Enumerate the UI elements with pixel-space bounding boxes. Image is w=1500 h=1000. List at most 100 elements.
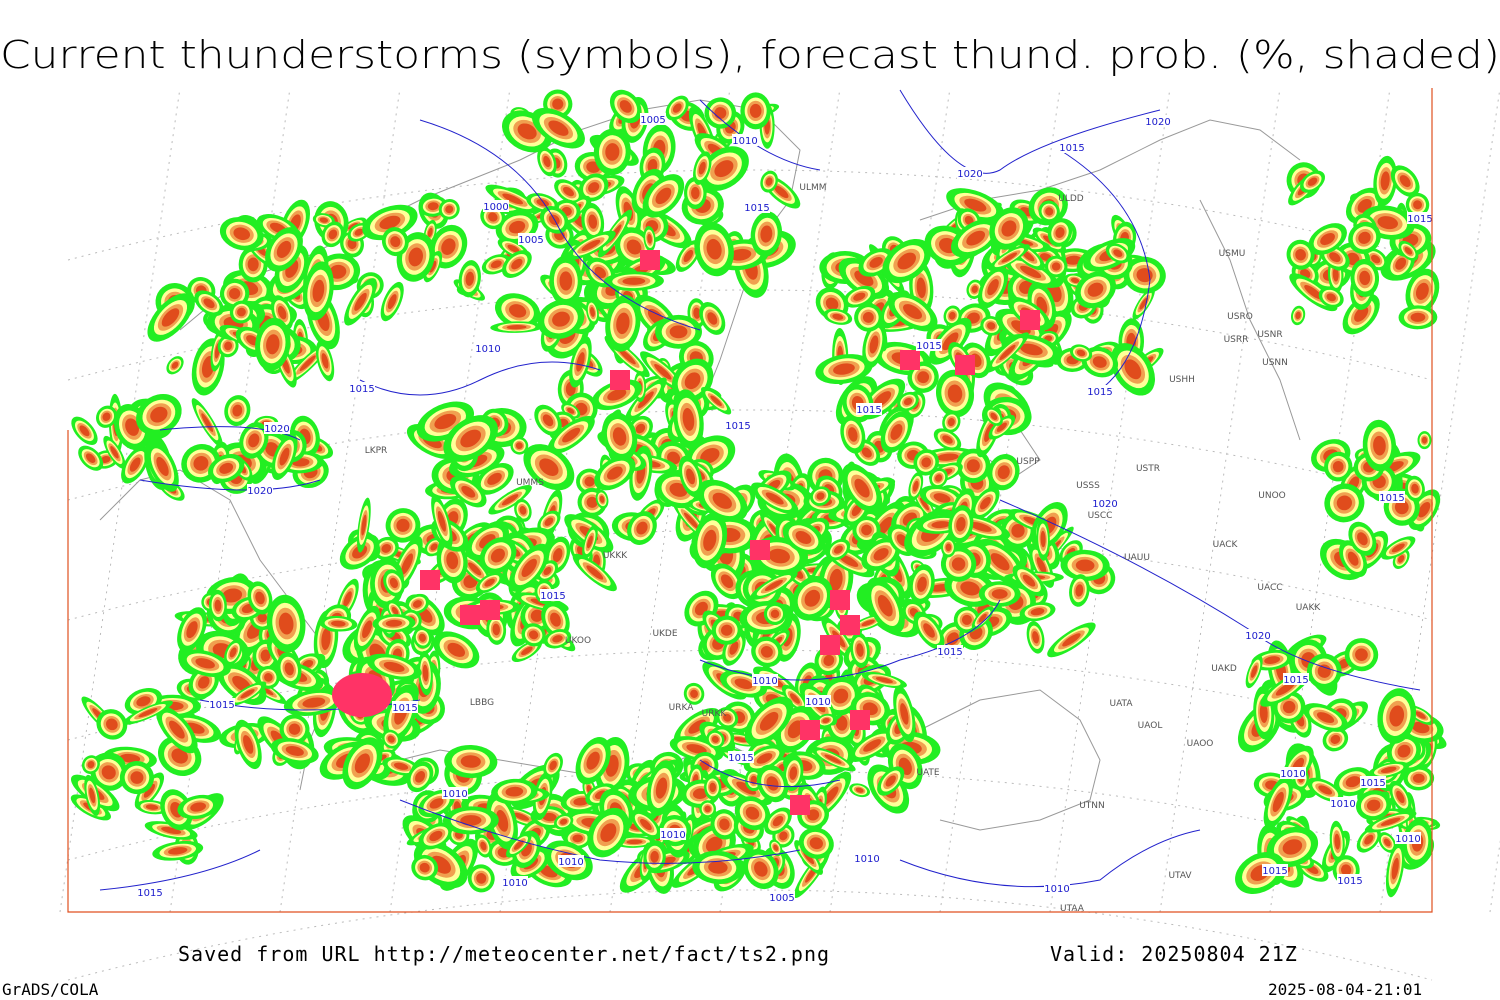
probability-patch: [401, 553, 413, 575]
probability-patch: [343, 591, 352, 607]
probability-patch: [229, 287, 241, 300]
station-label: USNR: [1257, 330, 1282, 340]
probability-patch: [460, 429, 482, 448]
probability-patch: [521, 646, 533, 656]
isobar-label: 1015: [1407, 214, 1432, 225]
probability-patch: [588, 214, 598, 229]
probability-patch: [691, 186, 700, 200]
probability-patch: [389, 577, 398, 589]
probability-patch: [552, 98, 564, 110]
storm-symbol: [1020, 310, 1040, 330]
probability-patch: [285, 746, 304, 756]
probability-patch: [618, 348, 636, 365]
isobar-label: 1015: [540, 591, 565, 602]
isobar-label: 1010: [732, 136, 757, 147]
probability-patch: [529, 630, 539, 640]
meridian: [939, 87, 1061, 913]
probability-patch: [387, 294, 397, 310]
meridian: [279, 87, 401, 913]
probability-patch: [197, 676, 210, 689]
probability-patch: [612, 427, 627, 446]
probability-patch: [607, 466, 623, 480]
isobar-label: 1015: [1337, 876, 1362, 887]
station-label: UMMS: [516, 478, 544, 488]
probability-patch: [511, 258, 523, 270]
station-label: UACC: [1257, 583, 1282, 593]
storm-symbol: [800, 720, 820, 740]
station-label: USPP: [1016, 457, 1040, 467]
station-label: UACK: [1213, 540, 1239, 550]
station-label: LBBG: [470, 698, 494, 708]
probability-patch: [669, 325, 688, 339]
coastline: [859, 689, 1101, 831]
probability-patch: [319, 217, 329, 223]
isobar-label: 1020: [247, 486, 272, 497]
isobar-label: 1010: [1395, 834, 1420, 845]
probability-patch: [536, 199, 549, 207]
probability-patch: [203, 298, 215, 309]
probability-patch: [354, 292, 367, 311]
probability-patch: [447, 642, 466, 657]
probability-patch: [278, 612, 294, 635]
probability-patch: [667, 451, 681, 465]
probability-patch: [599, 495, 605, 503]
probability-patch: [408, 247, 423, 267]
station-label: USCC: [1088, 511, 1113, 521]
probability-patch: [195, 658, 215, 669]
probability-patch: [581, 239, 601, 251]
station-label: UKDE: [652, 629, 677, 639]
probability-patch: [266, 334, 280, 355]
probability-patch: [224, 341, 233, 351]
storm-symbol: [610, 370, 630, 390]
station-label: USMU: [1219, 249, 1246, 259]
meridian: [1159, 87, 1281, 913]
probability-patch: [543, 155, 551, 168]
storm-symbol: [820, 635, 840, 655]
map-title: Current thunderstorms (symbols), forecas…: [0, 33, 1500, 77]
probability-patch: [991, 589, 1008, 599]
station-label: UNOO: [1258, 491, 1286, 501]
isobar-label: 1015: [856, 405, 881, 416]
isobar-label: 1010: [660, 830, 685, 841]
probability-patch: [548, 120, 569, 136]
probability-patch: [700, 447, 720, 464]
probability-patch: [502, 193, 524, 205]
isobar-label: 1010: [1044, 884, 1069, 895]
probability-patch: [672, 103, 682, 113]
probability-patch: [712, 492, 732, 509]
probability-patch: [362, 620, 373, 639]
probability-patch: [626, 239, 642, 255]
probability-patch: [552, 548, 563, 563]
probability-patch: [412, 600, 422, 608]
probability-patch: [229, 647, 237, 658]
isobar-label: 1020: [1092, 499, 1117, 510]
isobar-label: 1015: [349, 384, 374, 395]
probability-patch: [519, 505, 527, 515]
probability-patch: [390, 236, 401, 248]
storm-symbol: [850, 710, 870, 730]
probability-patch: [277, 306, 287, 320]
probability-patch: [387, 735, 395, 743]
probability-patch: [586, 565, 604, 580]
probability-patch: [222, 588, 243, 603]
probability-patch: [418, 633, 426, 642]
probability-patch: [354, 228, 364, 236]
isobar-label: 1020: [1245, 631, 1270, 642]
probability-patch: [567, 407, 575, 414]
isobar-label: 1005: [518, 235, 543, 246]
probability-patch: [749, 103, 762, 118]
isobar-label: 1015: [1059, 143, 1084, 154]
probability-patch: [542, 414, 554, 427]
meridian: [829, 87, 951, 913]
isobar-label: 1010: [1280, 769, 1305, 780]
probability-patch: [707, 312, 718, 325]
probability-patch: [683, 249, 694, 263]
probability-patch: [461, 485, 476, 498]
isobar-label: 1015: [1360, 778, 1385, 789]
probability-patch: [422, 664, 429, 682]
probability-patch: [760, 225, 773, 243]
probability-patch: [484, 578, 495, 587]
probability-patch: [684, 372, 701, 390]
